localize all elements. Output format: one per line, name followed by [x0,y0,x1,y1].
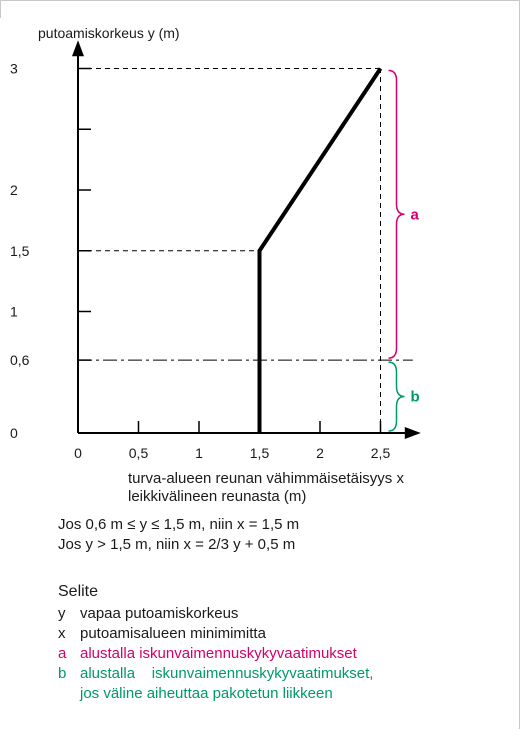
brace-a [388,69,405,359]
x-tick-label: 1 [195,445,203,461]
x-axis-title-line-1: turva-alueen reunan vähimmäisetäisyys x [128,470,404,487]
x-tick-label: 2 [316,445,324,461]
legend-description: putoamisalueen minimimitta [80,625,266,642]
formula-2: Jos y > 1,5 m, niin x = 2/3 y + 0,5 m [58,536,296,553]
y-tick-label: 2 [10,182,18,198]
legend-symbol: x [58,625,66,642]
legend-symbol: b [58,665,67,682]
x-axis-arrow [404,427,421,439]
legend-item: a alustalla iskunvaimennuskykyvaatimukset [58,644,373,664]
formula-1: Jos 0,6 m ≤ y ≤ 1,5 m, niin x = 1,5 m [58,516,300,533]
legend-description: alustalla iskunvaimennuskykyvaatimukset [80,645,357,662]
legend-description: alustalla iskunvaimennuskykyvaatimukset, [80,665,374,682]
legend-description: vapaa putoamiskorkeus [80,605,239,622]
legend-item: x putoamisalueen minimimitta [58,624,373,644]
x-axis-title-line-2: leikkivälineen reunasta (m) [128,488,307,505]
y-axis-arrow [72,40,84,57]
legend-symbol: a [58,645,67,662]
y-axis-title: putoamiskorkeus y (m) [38,25,180,41]
y-tick-label: 1,5 [10,243,30,259]
brace-label-b: b [411,389,420,406]
legend-description: jos väline aiheuttaa pakotetun liikkeen [80,685,333,702]
y-tick-label: 0,6 [10,352,30,368]
legend-item: jos väline aiheuttaa pakotetun liikkeen [58,684,373,704]
x-tick-label: 1,5 [250,445,270,461]
legend-item: b alustalla iskunvaimennuskykyvaatimukset… [58,664,373,684]
series-line-1 [257,67,383,433]
brace-label-a: a [411,206,420,223]
legend-rows: y vapaa putoamiskorkeus x putoamisalueen mi… [58,604,373,704]
y-tick-label: 3 [10,61,18,77]
x-tick-label: 0,5 [129,445,149,461]
brace-b [388,361,405,432]
x-tick-label: 0 [74,445,82,461]
legend-symbol: y [58,605,66,622]
legend: Selite y vapaa putoamiskorkeus x putoamisal… [58,582,373,704]
y-tick-label: 1 [10,304,18,320]
legend-title: Selite [58,583,99,600]
chart: 0 0,6 1 1,5 2 3 0 0,5 1 1,5 2 2,5 putoamiskorkeus y … [10,25,421,461]
legend-symbol [58,684,80,704]
y-tick-label: 0 [10,425,18,441]
formulas: Jos 0,6 m ≤ y ≤ 1,5 m, niin x = 1,5 m Jo… [58,515,299,555]
frame-left-rule [0,0,1,18]
legend-item: y vapaa putoamiskorkeus [58,604,373,624]
x-tick-label: 2,5 [371,445,391,461]
x-axis-title: turva-alueen reunan vähimmäisetäisyys x … [128,470,404,506]
